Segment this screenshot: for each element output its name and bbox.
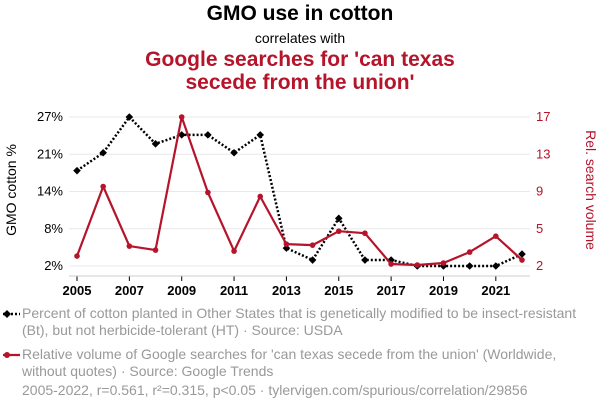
data-point-searches bbox=[152, 247, 159, 253]
y-right-tick-label: 2 bbox=[536, 258, 543, 273]
data-point-searches bbox=[178, 114, 185, 120]
series-line-searches bbox=[75, 115, 523, 267]
x-tick-label: 2005 bbox=[63, 283, 92, 298]
data-point-gmo bbox=[230, 148, 238, 157]
data-point-gmo bbox=[282, 244, 291, 252]
legend-entry-searches: Relative volume of Google searches for '… bbox=[22, 346, 597, 380]
data-point-gmo bbox=[73, 166, 81, 175]
x-tick-label: 2015 bbox=[324, 283, 353, 298]
data-point-gmo bbox=[99, 148, 107, 157]
data-point-searches bbox=[257, 193, 264, 200]
data-point-searches bbox=[335, 228, 342, 235]
x-tick-label: 2011 bbox=[220, 283, 248, 298]
y-right-axis-label: Rel. search volume bbox=[583, 130, 599, 250]
chart-title: GMO use in cotton bbox=[206, 2, 394, 25]
footer-stats: 2005-2022, r=0.561, r²=0.315, p<0.05 · t… bbox=[22, 382, 528, 398]
data-point-gmo bbox=[177, 131, 186, 139]
data-point-searches bbox=[74, 253, 80, 259]
y-left-tick-label: 2% bbox=[44, 258, 63, 273]
y-left-tick-label: 21% bbox=[37, 146, 63, 161]
data-point-gmo bbox=[492, 262, 500, 270]
data-point-searches bbox=[126, 243, 133, 249]
y-left-axis-label: GMO cotton % bbox=[3, 144, 19, 236]
x-tick-label: 2021 bbox=[481, 283, 510, 298]
y-left-tick-label: 14% bbox=[37, 184, 63, 199]
data-point-gmo bbox=[308, 256, 317, 264]
legend-text-searches: Relative volume of Google searches for '… bbox=[22, 346, 557, 379]
series-group bbox=[73, 113, 526, 270]
x-ticks: 2005 2007 2009 2011 2013 2015 2017 2019 2021 bbox=[63, 275, 530, 298]
y-right-ticks: 2 5 9 13 17 bbox=[536, 109, 550, 273]
y-left-ticks: 2% 8% 14% 21% 27% bbox=[37, 109, 63, 273]
grid-lines bbox=[69, 116, 530, 267]
data-point-searches bbox=[231, 248, 237, 254]
data-point-searches bbox=[519, 257, 525, 263]
x-tick-label: 2017 bbox=[377, 283, 406, 298]
x-tick-label: 2009 bbox=[167, 283, 196, 298]
series-line-gmo bbox=[76, 115, 523, 268]
legend-marker-searches bbox=[4, 352, 10, 358]
data-point-searches bbox=[440, 260, 447, 266]
data-point-gmo bbox=[518, 250, 526, 258]
legend-marks bbox=[3, 310, 20, 358]
data-point-searches bbox=[100, 183, 106, 190]
data-point-gmo bbox=[256, 131, 265, 139]
chart-subtitle: Google searches for 'can texas secede fr… bbox=[145, 48, 455, 94]
data-point-gmo bbox=[204, 131, 212, 139]
y-left-tick-label: 27% bbox=[37, 109, 63, 124]
data-point-gmo bbox=[334, 214, 343, 223]
y-left-tick-label: 8% bbox=[44, 221, 63, 236]
data-point-searches bbox=[414, 262, 421, 268]
data-point-searches bbox=[493, 233, 499, 239]
data-point-searches bbox=[362, 230, 368, 237]
x-tick-label: 2019 bbox=[429, 283, 458, 298]
data-point-searches bbox=[388, 261, 394, 267]
data-point-searches bbox=[466, 249, 473, 255]
data-point-searches bbox=[309, 242, 316, 248]
data-point-gmo bbox=[125, 113, 134, 121]
y-right-tick-label: 5 bbox=[536, 221, 543, 236]
connector-text: correlates with bbox=[254, 30, 346, 46]
data-point-gmo bbox=[361, 256, 369, 264]
x-tick-label: 2013 bbox=[272, 283, 301, 298]
legend-text-gmo: Percent of cotton planted in Other State… bbox=[22, 305, 577, 338]
y-right-tick-label: 13 bbox=[536, 146, 550, 161]
data-point-searches bbox=[283, 241, 290, 247]
data-point-gmo bbox=[465, 262, 474, 270]
x-tick-label: 2007 bbox=[115, 283, 144, 298]
data-point-searches bbox=[205, 189, 211, 196]
y-right-tick-label: 9 bbox=[536, 184, 543, 199]
legend-marker-gmo bbox=[3, 310, 11, 318]
data-point-gmo bbox=[151, 140, 160, 148]
legend-entry-gmo: Percent of cotton planted in Other State… bbox=[22, 305, 597, 339]
y-right-tick-label: 17 bbox=[536, 109, 550, 124]
